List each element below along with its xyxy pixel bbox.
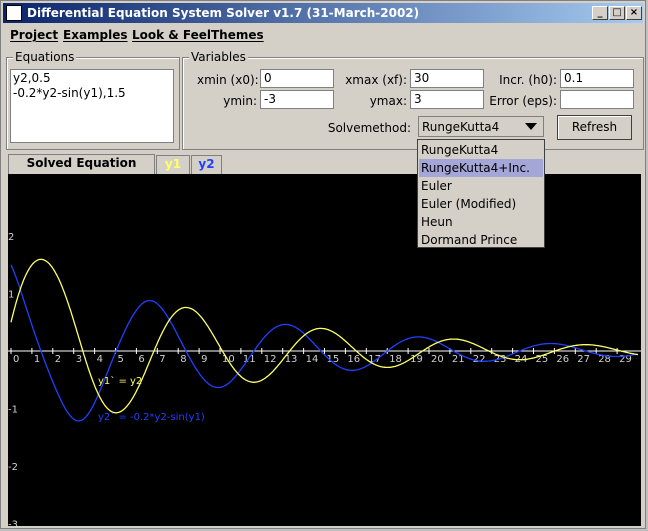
equations-group: Equations [6, 50, 180, 150]
series-y1-line [10, 258, 639, 414]
x-tick-label: 14 [306, 354, 319, 365]
x-tick-label: 15 [327, 354, 340, 365]
x-tick-label: 18 [389, 354, 402, 365]
equation-line: y2,0.5 [13, 71, 51, 85]
y-tick-label: 2 [8, 232, 14, 243]
x-tick-label: 6 [138, 354, 144, 365]
tab-y1[interactable]: y1 [156, 155, 190, 174]
ymax-label: ymax: [369, 94, 407, 108]
y-tick-label: -3 [8, 520, 18, 527]
equations-label: Equations [13, 50, 77, 64]
x-tick-label: 4 [97, 354, 103, 365]
series-y2-line [10, 264, 639, 422]
x-tick-label: 26 [556, 354, 569, 365]
x-tick-label: 28 [598, 354, 611, 365]
incr-field[interactable]: 0.1 [560, 69, 634, 88]
ymax-field[interactable]: 3 [410, 90, 484, 109]
x-tick-label: 12 [264, 354, 277, 365]
incr-label: Incr. (h0): [499, 73, 557, 87]
x-tick-label: 13 [285, 354, 298, 365]
x-tick-label: 29 [619, 354, 632, 365]
chevron-down-icon[interactable] [525, 123, 537, 130]
y-tick-label: 1 [8, 290, 14, 301]
x-tick-label: 10 [222, 354, 235, 365]
y-tick-label: -1 [8, 405, 18, 416]
series-y2-label: y2` = -0.2*y2-sin(y1) [98, 411, 205, 423]
x-tick-label: 23 [494, 354, 507, 365]
x-tick-label: 11 [243, 354, 256, 365]
solvemethod-dropdown: RungeKutta4 RungeKutta4+Inc. Euler Euler… [417, 139, 545, 248]
x-tick-label: 3 [76, 354, 82, 365]
x-tick-label: 22 [473, 354, 486, 365]
x-tick-label: 0 [13, 354, 19, 365]
x-tick-label: 16 [347, 354, 360, 365]
graph-panel: 0 1 2 3 4 5 6 7 8 9 10 11 12 13 14 15 16 17 18 19 20 21 22 23 24… [8, 174, 641, 531]
equations-textarea[interactable]: y2,0.5 -0.2*y2-sin(y1),1.5 [10, 69, 174, 143]
xmax-label: xmax (xf): [345, 73, 407, 87]
ymin-label: ymin: [223, 94, 257, 108]
ymin-field[interactable]: -3 [260, 90, 334, 109]
x-tick-label: 5 [118, 354, 124, 365]
tab-y2[interactable]: y2 [191, 155, 222, 174]
refresh-button[interactable]: Refresh [557, 115, 632, 140]
minimize-button[interactable]: _ [592, 6, 608, 20]
x-tick-label: 20 [431, 354, 444, 365]
variables-group: Variables [182, 50, 644, 150]
variables-label: Variables [189, 50, 248, 64]
y-tick-label: -2 [8, 462, 18, 473]
menu-bar: Project Examples Look & Feel Themes [3, 25, 643, 45]
x-tick-label: 8 [180, 354, 186, 365]
tab-solved-equation-graph[interactable]: Solved Equation Graph [8, 154, 155, 187]
xmin-label: xmin (x0): [197, 73, 259, 87]
menu-look-and-feel[interactable]: Look & Feel [132, 28, 212, 42]
dropdown-option-rungekutta4[interactable]: RungeKutta4 [421, 143, 499, 157]
x-tick-label: 2 [55, 354, 61, 365]
solvemethod-value: RungeKutta4 [422, 120, 500, 134]
x-tick-label: 7 [159, 354, 165, 365]
close-button[interactable]: × [626, 6, 642, 20]
menu-themes[interactable]: Themes [211, 28, 264, 42]
error-label: Error (eps): [489, 94, 557, 108]
x-tick-label: 1 [34, 354, 40, 365]
title-bar[interactable]: Differential Equation System Solver v1.7… [3, 3, 643, 23]
maximize-button[interactable]: □ [609, 6, 625, 20]
series-y1-label: y1` = y2 [98, 375, 142, 387]
x-tick-label: 21 [452, 354, 465, 365]
equation-line: -0.2*y2-sin(y1),1.5 [13, 86, 126, 100]
menu-examples[interactable]: Examples [63, 28, 128, 42]
dropdown-option-heun[interactable]: Heun [421, 215, 453, 229]
dropdown-option-dormand-prince[interactable]: Dormand Prince [421, 233, 518, 247]
x-tick-label: 19 [410, 354, 423, 365]
solvemethod-combo[interactable]: RungeKutta4 [418, 116, 544, 137]
dropdown-option-euler-modified[interactable]: Euler (Modified) [421, 197, 517, 211]
dropdown-option-rungekutta4-inc[interactable]: RungeKutta4+Inc. [419, 159, 543, 177]
x-tick-label: 9 [201, 354, 207, 365]
solution-chart: 0 1 2 3 4 5 6 7 8 9 10 11 12 13 14 15 16 17 18 19 20 21 22 23 24… [8, 232, 641, 531]
error-field[interactable] [560, 90, 634, 109]
x-tick-label: 17 [368, 354, 381, 365]
java-app-icon [6, 5, 22, 21]
xmax-field[interactable]: 30 [410, 69, 484, 88]
solvemethod-label: Solvemethod: [327, 121, 411, 135]
x-tick-label: 27 [577, 354, 590, 365]
dropdown-option-euler[interactable]: Euler [421, 179, 452, 193]
menu-project[interactable]: Project [10, 28, 59, 42]
x-tick-label: 25 [536, 354, 549, 365]
window-title: Differential Equation System Solver v1.7… [27, 6, 420, 20]
xmin-field[interactable]: 0 [260, 69, 334, 88]
